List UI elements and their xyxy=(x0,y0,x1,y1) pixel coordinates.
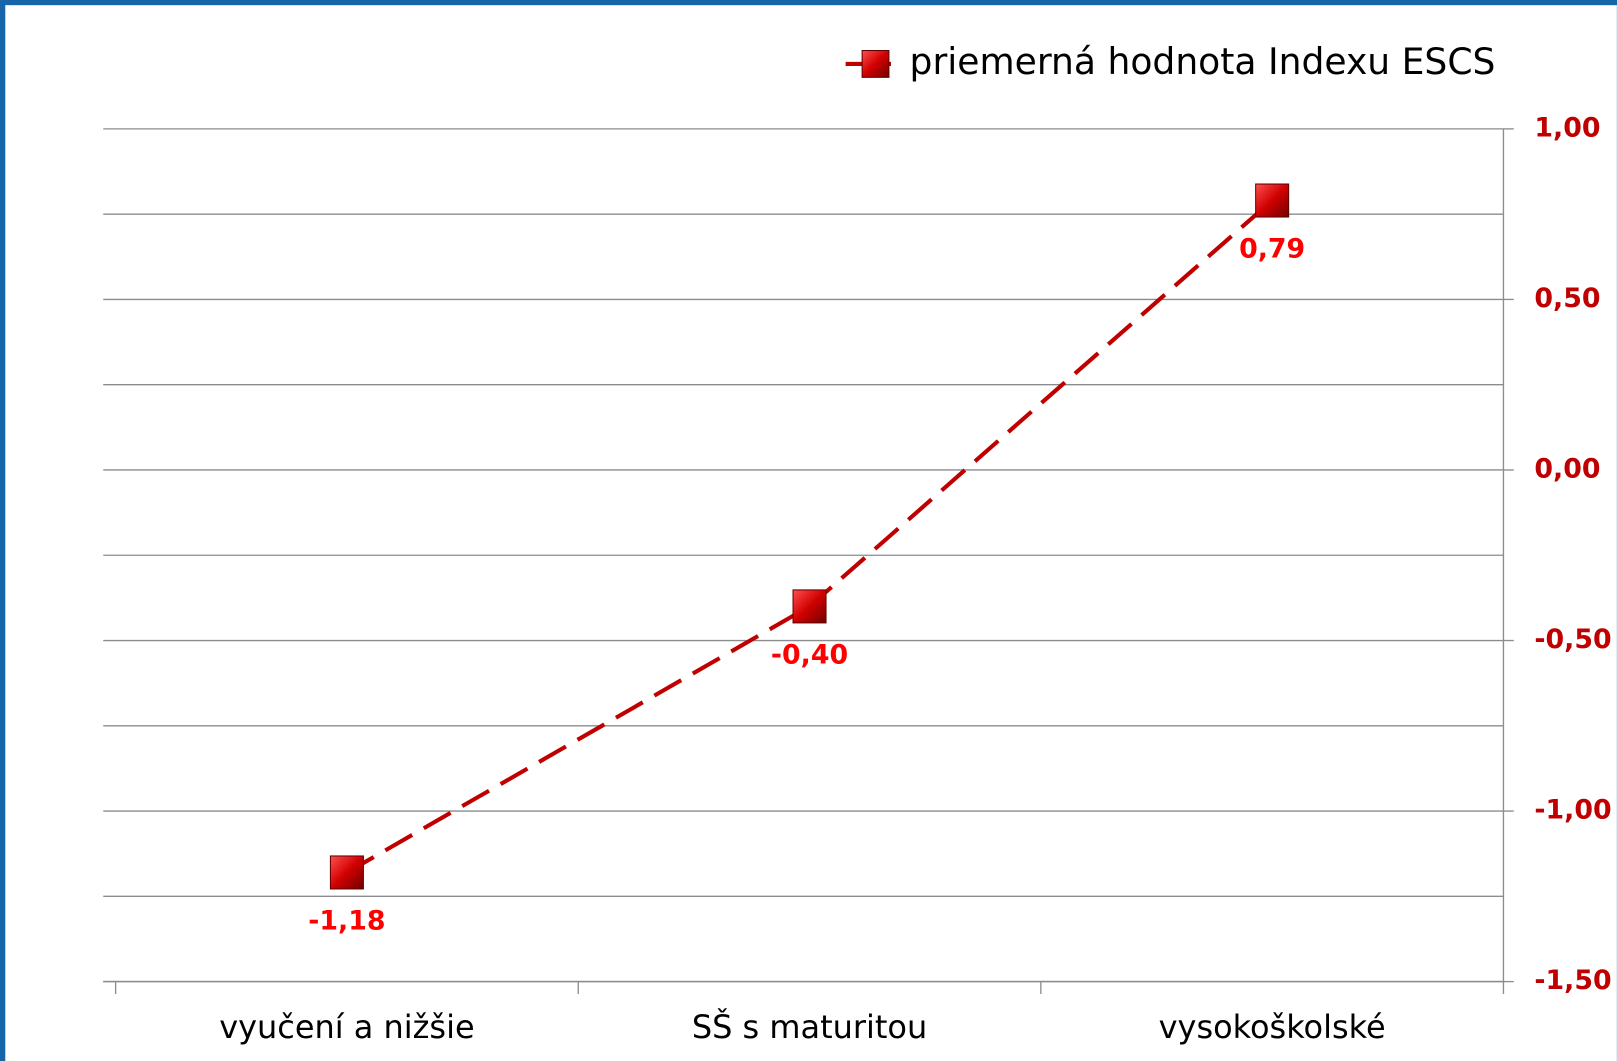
marker xyxy=(329,855,364,890)
y-tick-label: 0,50 xyxy=(1534,283,1600,314)
marker xyxy=(792,589,827,624)
marker xyxy=(1255,183,1290,218)
y-tick-label: -1,00 xyxy=(1534,795,1611,826)
legend-marker xyxy=(861,50,890,78)
chart-background xyxy=(5,5,1617,1061)
data-label: -1,18 xyxy=(308,905,385,936)
y-tick-label: -1,50 xyxy=(1534,965,1611,996)
data-label: 0,79 xyxy=(1239,234,1305,265)
data-label: -0,40 xyxy=(771,639,848,670)
x-tick-label: SŠ s maturitou xyxy=(692,1007,927,1046)
y-tick-label: 0,00 xyxy=(1534,453,1600,484)
y-tick-label: -0,50 xyxy=(1534,624,1611,655)
y-tick-label: 1,00 xyxy=(1534,112,1600,143)
x-tick-label: vyučení a nižšie xyxy=(219,1008,474,1046)
x-tick-label: vysokoškolské xyxy=(1159,1008,1386,1046)
legend-label: priemerná hodnota Indexu ESCS xyxy=(910,41,1496,83)
